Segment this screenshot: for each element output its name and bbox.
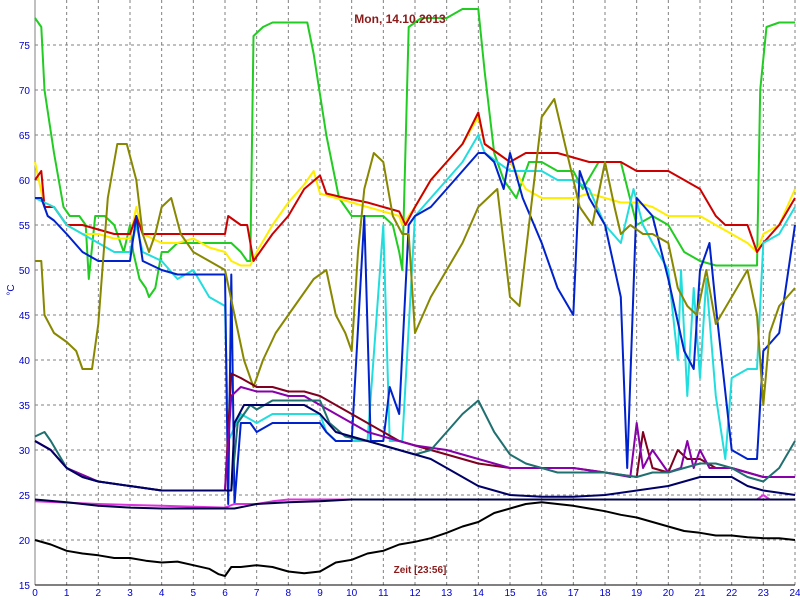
series-line-13 xyxy=(34,501,796,577)
x-tick-label: 22 xyxy=(726,588,738,599)
y-tick-label: 45 xyxy=(19,311,31,322)
y-tick-label: 60 xyxy=(19,176,31,187)
y-tick-label: 75 xyxy=(19,41,31,52)
y-tick-label: 25 xyxy=(19,491,31,502)
y-tick-label: 35 xyxy=(19,401,31,412)
x-axis-label: Zeit [23:56] xyxy=(394,565,447,576)
x-tick-label: 21 xyxy=(694,588,706,599)
y-tick-label: 15 xyxy=(19,581,31,592)
series-line-12 xyxy=(34,498,795,510)
x-tick-label: 9 xyxy=(317,588,323,599)
series-line-3 xyxy=(34,111,796,262)
x-tick-label: 7 xyxy=(254,588,260,599)
x-tick-label: 24 xyxy=(789,588,800,599)
y-axis-tick-labels: 15 20 25 30 35 40 45 50 55 60 65 70 75 xyxy=(19,41,31,592)
x-tick-label: 14 xyxy=(473,588,485,599)
series-line-10 xyxy=(34,404,796,498)
series-line-4 xyxy=(34,134,796,460)
x-tick-label: 8 xyxy=(286,588,292,599)
x-tick-label: 19 xyxy=(631,588,643,599)
y-tick-label: 50 xyxy=(19,266,31,277)
x-tick-label: 0 xyxy=(32,588,38,599)
y-axis-label: °C xyxy=(6,284,17,295)
x-axis-tick-labels: 0 1 2 3 4 5 6 7 8 9 10 11 12 13 14 15 16 17 18 19 20 21 22 23 24 xyxy=(32,588,800,599)
x-tick-label: 4 xyxy=(159,588,165,599)
series-line-1 xyxy=(34,8,795,298)
x-tick-label: 10 xyxy=(346,588,358,599)
series-group xyxy=(34,8,796,577)
y-tick-label: 55 xyxy=(19,221,31,232)
x-tick-label: 11 xyxy=(378,588,389,599)
y-tick-label: 65 xyxy=(19,131,31,142)
series-line-5 xyxy=(35,152,796,505)
y-tick-label: 70 xyxy=(19,86,31,97)
x-tick-label: 2 xyxy=(96,588,102,599)
x-tick-label: 18 xyxy=(599,588,611,599)
x-tick-label: 23 xyxy=(758,588,770,599)
series-line-2 xyxy=(34,116,796,267)
x-tick-label: 17 xyxy=(568,588,580,599)
x-tick-label: 13 xyxy=(441,588,453,599)
y-tick-label: 30 xyxy=(19,446,31,457)
y-tick-label: 20 xyxy=(19,536,31,547)
x-tick-label: 5 xyxy=(191,588,197,599)
x-tick-label: 20 xyxy=(663,588,675,599)
x-tick-label: 12 xyxy=(409,588,421,599)
x-tick-label: 16 xyxy=(536,588,548,599)
x-tick-label: 1 xyxy=(64,588,70,599)
y-tick-label: 40 xyxy=(19,356,31,367)
x-tick-label: 15 xyxy=(504,588,516,599)
series-line-6 xyxy=(35,98,796,406)
x-tick-label: 3 xyxy=(127,588,133,599)
chart-title: Mon, 14.10.2013 xyxy=(354,12,446,26)
x-tick-label: 6 xyxy=(222,588,228,599)
